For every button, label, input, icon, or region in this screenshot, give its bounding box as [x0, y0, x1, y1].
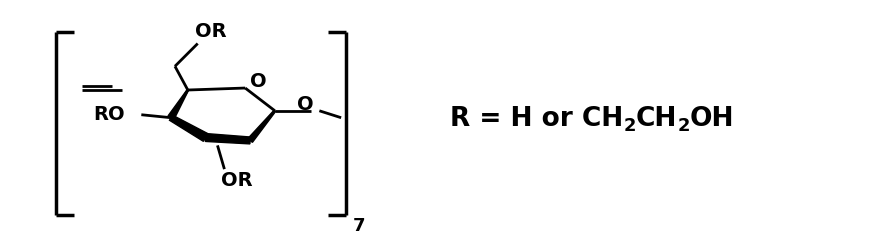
Text: 2: 2: [677, 117, 689, 135]
Polygon shape: [169, 115, 207, 141]
Text: 7: 7: [353, 217, 365, 235]
Text: R = H or CH: R = H or CH: [449, 106, 623, 132]
Text: 2: 2: [624, 117, 636, 135]
Polygon shape: [167, 90, 188, 120]
Text: RO: RO: [93, 105, 124, 124]
Text: CH: CH: [635, 106, 677, 132]
Polygon shape: [247, 110, 276, 142]
Text: OR: OR: [195, 22, 226, 41]
Text: O: O: [297, 95, 314, 114]
Polygon shape: [206, 134, 250, 144]
Text: OR: OR: [222, 170, 253, 190]
Text: O: O: [250, 72, 266, 91]
Text: OH: OH: [688, 106, 733, 132]
